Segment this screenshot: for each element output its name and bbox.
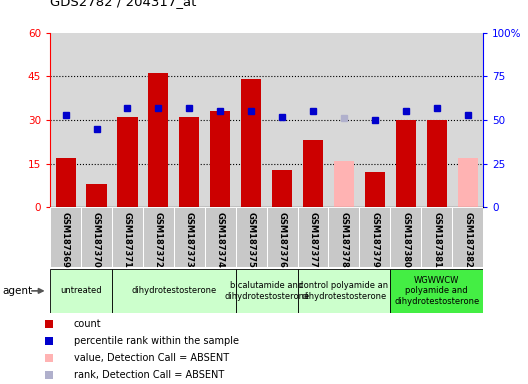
Bar bbox=[360, 207, 390, 267]
Text: percentile rank within the sample: percentile rank within the sample bbox=[74, 336, 239, 346]
Bar bbox=[452, 207, 483, 267]
Bar bbox=[328, 207, 360, 267]
Text: GSM187376: GSM187376 bbox=[278, 212, 287, 267]
Bar bbox=[81, 207, 112, 267]
Bar bbox=[50, 207, 81, 267]
Text: count: count bbox=[74, 318, 101, 329]
Bar bbox=[427, 120, 447, 207]
Text: WGWWCW
polyamide and
dihydrotestosterone: WGWWCW polyamide and dihydrotestosterone bbox=[394, 276, 479, 306]
Text: rank, Detection Call = ABSENT: rank, Detection Call = ABSENT bbox=[74, 370, 224, 381]
Bar bbox=[235, 207, 267, 267]
Bar bbox=[174, 207, 205, 267]
Bar bbox=[390, 207, 421, 267]
Bar bbox=[210, 111, 230, 207]
Text: bicalutamide and
dihydrotestosterone: bicalutamide and dihydrotestosterone bbox=[224, 281, 309, 301]
Bar bbox=[390, 269, 483, 313]
Bar bbox=[272, 169, 292, 207]
Bar bbox=[112, 207, 143, 267]
Text: GSM187375: GSM187375 bbox=[247, 212, 256, 267]
Bar bbox=[148, 73, 168, 207]
Text: GSM187369: GSM187369 bbox=[61, 212, 70, 267]
Bar bbox=[298, 269, 390, 313]
Bar bbox=[241, 79, 261, 207]
Bar bbox=[334, 161, 354, 207]
Bar bbox=[365, 172, 385, 207]
Text: value, Detection Call = ABSENT: value, Detection Call = ABSENT bbox=[74, 353, 229, 363]
Text: agent: agent bbox=[3, 286, 33, 296]
Text: GDS2782 / 204317_at: GDS2782 / 204317_at bbox=[50, 0, 196, 8]
Text: GSM187377: GSM187377 bbox=[308, 212, 317, 267]
Text: GSM187371: GSM187371 bbox=[123, 212, 132, 267]
Text: GSM187374: GSM187374 bbox=[216, 212, 225, 267]
Text: GSM187378: GSM187378 bbox=[340, 212, 348, 267]
Bar bbox=[180, 117, 200, 207]
Bar bbox=[50, 269, 112, 313]
Text: control polyamide an
dihydrotestosterone: control polyamide an dihydrotestosterone bbox=[299, 281, 389, 301]
Text: untreated: untreated bbox=[60, 286, 102, 295]
Bar bbox=[117, 117, 137, 207]
Bar bbox=[55, 158, 76, 207]
Bar bbox=[396, 120, 416, 207]
Bar bbox=[458, 158, 478, 207]
Text: GSM187372: GSM187372 bbox=[154, 212, 163, 267]
Text: GSM187373: GSM187373 bbox=[185, 212, 194, 267]
Bar bbox=[298, 207, 328, 267]
Bar bbox=[143, 207, 174, 267]
Bar bbox=[303, 141, 323, 207]
Text: dihydrotestosterone: dihydrotestosterone bbox=[131, 286, 216, 295]
Text: GSM187381: GSM187381 bbox=[432, 212, 441, 267]
Text: GSM187370: GSM187370 bbox=[92, 212, 101, 267]
Bar bbox=[235, 269, 298, 313]
Bar bbox=[421, 207, 452, 267]
Text: GSM187379: GSM187379 bbox=[370, 212, 380, 267]
Bar bbox=[112, 269, 235, 313]
Text: GSM187380: GSM187380 bbox=[401, 212, 410, 267]
Bar bbox=[267, 207, 298, 267]
Bar bbox=[205, 207, 235, 267]
Bar bbox=[87, 184, 107, 207]
Text: GSM187382: GSM187382 bbox=[463, 212, 472, 267]
